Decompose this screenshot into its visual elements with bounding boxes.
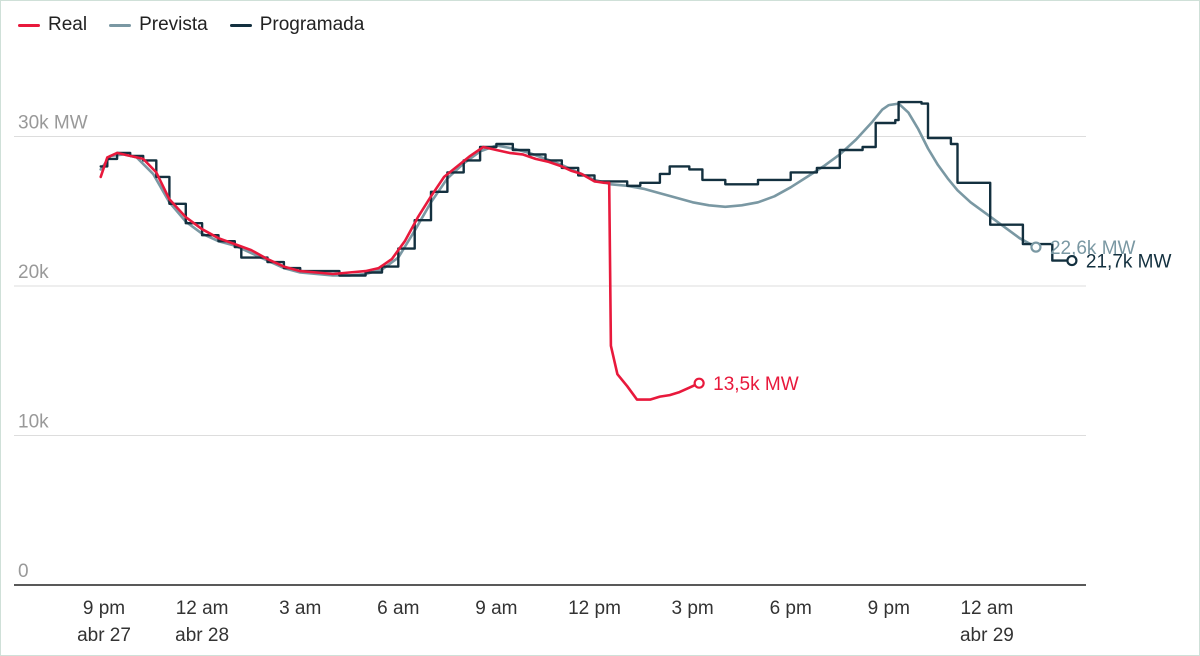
legend-swatch-real: [18, 23, 40, 27]
x-tick-label: 3 am: [279, 598, 321, 619]
legend-item-prevista[interactable]: Prevista: [109, 14, 208, 36]
y-tick-label: 0: [18, 561, 29, 582]
legend-label-prevista: Prevista: [139, 14, 208, 35]
y-tick-label: 10k: [18, 412, 49, 433]
x-tick-label: 12 pm: [568, 598, 621, 619]
end-marker-real: [693, 377, 705, 389]
legend-item-real[interactable]: Real: [18, 14, 87, 36]
end-label-programada: 21,7k MW: [1086, 252, 1172, 273]
x-tick-label: 6 am: [377, 598, 419, 619]
legend-label-real: Real: [48, 14, 88, 35]
x-tick-label: 9 pm: [868, 598, 910, 619]
x-tick-label: abr 27: [77, 625, 131, 646]
series-line-real: [99, 145, 701, 401]
x-tick-label: 12 am: [960, 598, 1013, 619]
legend: Real Prevista Programada: [18, 14, 364, 36]
end-marker-programada: [1066, 254, 1078, 267]
legend-label-programada: Programada: [259, 14, 365, 35]
end-label-real: 13,5k MW: [713, 374, 799, 395]
x-tick-label: 6 pm: [770, 598, 812, 619]
x-tick-label: 12 am: [176, 598, 229, 619]
x-tick-label: abr 29: [960, 625, 1014, 646]
legend-swatch-programada: [229, 23, 252, 27]
end-label-prevista: 22,6k MW: [1050, 238, 1136, 259]
end-marker-prevista: [1030, 241, 1042, 253]
x-tick-label: 9 am: [475, 598, 517, 619]
x-tick-label: 3 pm: [671, 598, 713, 619]
x-tick-label: abr 28: [175, 625, 229, 646]
legend-item-programada[interactable]: Programada: [229, 14, 365, 36]
legend-swatch-prevista: [109, 23, 132, 27]
x-tick-label: 9 pm: [83, 598, 125, 619]
y-tick-label: 20k: [18, 262, 49, 283]
y-tick-label: 30k MW: [18, 113, 88, 134]
